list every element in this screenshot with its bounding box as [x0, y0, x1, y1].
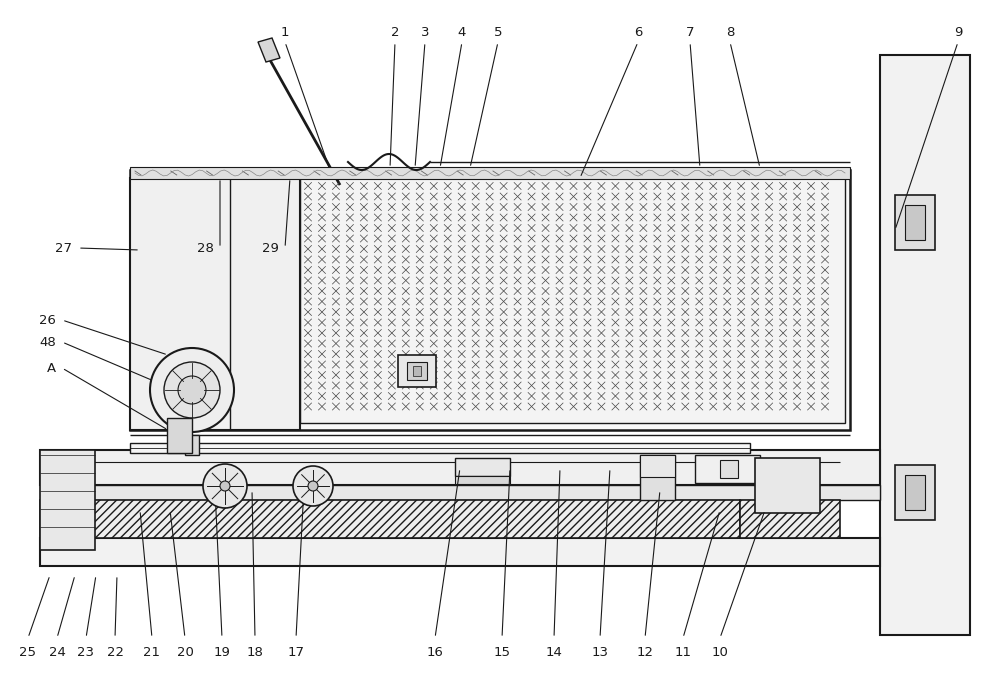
Bar — [300, 178, 845, 423]
Bar — [40, 538, 880, 566]
Text: 10: 10 — [712, 645, 728, 659]
Bar — [695, 455, 760, 483]
Circle shape — [203, 464, 247, 508]
Text: 12: 12 — [637, 645, 654, 659]
Text: 7: 7 — [686, 26, 694, 38]
Text: 29: 29 — [262, 241, 279, 254]
Bar — [40, 485, 880, 500]
Text: 4: 4 — [458, 26, 466, 38]
Text: 11: 11 — [674, 645, 692, 659]
Text: 17: 17 — [288, 645, 304, 659]
Bar — [455, 476, 510, 484]
Text: 19: 19 — [214, 645, 230, 659]
Circle shape — [293, 466, 333, 506]
Bar — [895, 465, 935, 520]
Polygon shape — [258, 38, 280, 62]
Circle shape — [308, 481, 318, 491]
Text: 24: 24 — [49, 645, 65, 659]
Text: 2: 2 — [391, 26, 399, 38]
Bar — [880, 55, 970, 635]
Bar — [40, 450, 95, 550]
Bar — [640, 455, 675, 477]
Bar — [167, 418, 192, 453]
Bar — [130, 170, 850, 430]
Bar — [407, 362, 427, 380]
Bar — [130, 178, 300, 430]
Bar — [185, 435, 199, 455]
Text: 8: 8 — [726, 26, 734, 38]
Bar — [413, 366, 421, 376]
Text: 5: 5 — [494, 26, 502, 38]
Text: 27: 27 — [55, 241, 72, 254]
Bar — [755, 458, 820, 513]
Bar — [130, 167, 850, 179]
Bar — [40, 450, 880, 485]
Text: 6: 6 — [634, 26, 642, 38]
Bar — [740, 500, 840, 538]
Text: 1: 1 — [281, 26, 289, 38]
Text: 14: 14 — [546, 645, 562, 659]
Bar — [720, 460, 738, 478]
Bar — [130, 443, 750, 453]
Text: 13: 13 — [592, 645, 608, 659]
Text: 16: 16 — [427, 645, 443, 659]
Text: 21: 21 — [144, 645, 160, 659]
Bar — [40, 500, 740, 538]
Text: 18: 18 — [247, 645, 263, 659]
Bar — [455, 458, 510, 476]
Circle shape — [150, 348, 234, 432]
Bar — [640, 455, 675, 500]
Circle shape — [220, 481, 230, 491]
Text: 25: 25 — [20, 645, 36, 659]
Text: A: A — [47, 362, 56, 374]
Text: 15: 15 — [494, 645, 511, 659]
Circle shape — [178, 376, 206, 404]
Circle shape — [164, 362, 220, 418]
Bar — [895, 195, 935, 250]
Text: 28: 28 — [197, 241, 214, 254]
Bar — [905, 475, 925, 510]
Bar — [905, 205, 925, 240]
Text: 22: 22 — [106, 645, 124, 659]
Text: 3: 3 — [421, 26, 429, 38]
Text: 48: 48 — [39, 335, 56, 348]
Text: 26: 26 — [39, 314, 56, 326]
Bar — [398, 355, 436, 387]
Text: 20: 20 — [177, 645, 193, 659]
Text: 23: 23 — [78, 645, 94, 659]
Text: 9: 9 — [954, 26, 962, 38]
